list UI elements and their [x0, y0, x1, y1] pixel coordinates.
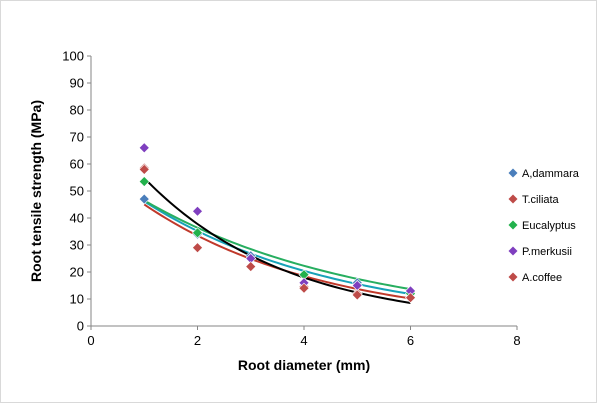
y-tick-label: 80 — [70, 103, 84, 118]
legend-marker — [508, 272, 518, 282]
y-axis-title: Root tensile strength (MPa) — [28, 100, 44, 282]
legend-marker — [508, 194, 518, 204]
x-tick-label: 4 — [300, 333, 307, 348]
trendline — [143, 199, 411, 291]
data-point — [192, 227, 203, 239]
trendline — [143, 203, 411, 300]
points-layer — [138, 142, 416, 304]
legend-marker — [508, 246, 518, 256]
legend-marker — [508, 168, 518, 178]
x-tick-label: 0 — [87, 333, 94, 348]
data-point — [192, 242, 203, 254]
y-tick-label: 30 — [70, 238, 84, 253]
y-tick-label: 50 — [70, 184, 84, 199]
data-point — [245, 261, 257, 273]
data-point — [138, 193, 150, 205]
axes-layer — [87, 55, 518, 330]
y-tick-label: 0 — [77, 319, 84, 334]
legend: A,dammara T.ciliata Eucalyptus P.merkusii A.… — [508, 168, 580, 284]
data-point — [138, 142, 150, 154]
data-point — [138, 176, 150, 187]
x-tick-label: 2 — [194, 333, 201, 348]
y-tick-label: 60 — [70, 157, 84, 172]
x-tick-label: 8 — [513, 333, 520, 348]
legend-label: A.coffee — [522, 272, 562, 284]
data-point — [405, 292, 416, 304]
data-point — [298, 282, 310, 294]
legend-label: A,dammara — [522, 168, 580, 180]
legend-label: T.ciliata — [522, 194, 560, 206]
x-axis-title: Root diameter (mm) — [238, 357, 370, 373]
y-tick-label: 40 — [70, 211, 84, 226]
y-tick-label: 20 — [70, 265, 84, 280]
tick-labels: 0 10 20 30 40 50 60 70 80 90 100 0 2 4 6 8 — [62, 49, 520, 349]
data-point — [351, 289, 363, 301]
data-point — [192, 205, 203, 217]
trendline — [143, 177, 411, 304]
legend-marker — [508, 220, 518, 230]
trendline — [143, 200, 411, 295]
y-tick-label: 90 — [70, 76, 84, 91]
y-tick-label: 100 — [62, 49, 84, 64]
y-tick-label: 10 — [70, 292, 84, 307]
x-tick-label: 6 — [407, 333, 414, 348]
data-point — [138, 163, 150, 175]
legend-label: Eucalyptus — [522, 220, 576, 232]
trendline-layer — [143, 177, 411, 304]
legend-label: P.merkusii — [522, 246, 572, 258]
y-tick-label: 70 — [70, 130, 84, 145]
